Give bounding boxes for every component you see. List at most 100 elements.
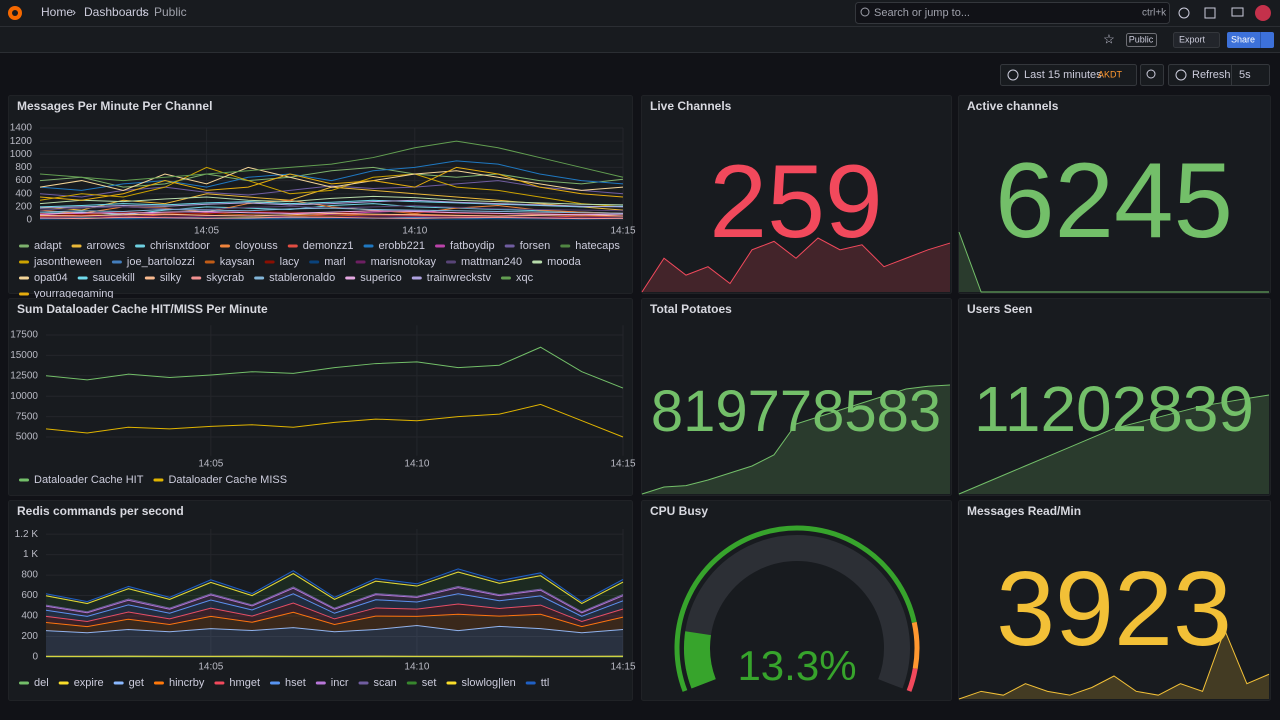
legend-label[interactable]: lacy	[280, 256, 300, 268]
legend-label[interactable]: cloyouss	[235, 240, 278, 252]
legend-label[interactable]: opat04	[34, 272, 68, 284]
refresh-interval[interactable]: 5s	[1239, 69, 1251, 81]
legend-label[interactable]: superico	[360, 272, 402, 284]
legend-label[interactable]: skycrab	[206, 272, 244, 284]
legend-item[interactable]: fatboydip	[435, 240, 495, 252]
legend-label[interactable]: kaysan	[220, 256, 255, 268]
legend-item[interactable]: kaysan	[204, 256, 255, 268]
legend-item[interactable]: del	[19, 677, 49, 689]
legend-item[interactable]: lacy	[264, 256, 300, 268]
legend-item[interactable]: marl	[309, 256, 346, 268]
legend-label[interactable]: marisnotokay	[371, 256, 437, 268]
legend-item[interactable]: skycrab	[191, 272, 244, 284]
legend-label[interactable]: incr	[331, 677, 349, 689]
legend-label[interactable]: hset	[285, 677, 306, 689]
search-placeholder[interactable]: Search or jump to...	[874, 7, 970, 19]
breadcrumb[interactable]: Home	[41, 5, 73, 19]
legend-label[interactable]: joe_bartolozzi	[126, 256, 195, 268]
legend-item[interactable]: superico	[345, 272, 402, 284]
panel-title[interactable]: Users Seen	[967, 302, 1032, 316]
legend-item[interactable]: arrowcs	[71, 240, 126, 252]
legend-label[interactable]: demonzz1	[303, 240, 354, 252]
avatar[interactable]	[1255, 5, 1271, 21]
legend-item[interactable]: xqc	[500, 272, 534, 284]
legend-label[interactable]: xqc	[516, 272, 534, 284]
legend-item[interactable]: ttl	[525, 677, 550, 689]
export-button[interactable]	[1173, 32, 1220, 48]
legend-item[interactable]: cloyouss	[219, 240, 278, 252]
legend-label[interactable]: chrisnxtdoor	[150, 240, 210, 252]
legend-item[interactable]: mooda	[532, 256, 582, 268]
legend-item[interactable]: set	[406, 677, 437, 689]
legend-item[interactable]: silky	[144, 272, 182, 284]
legend-item[interactable]: chrisnxtdoor	[135, 240, 210, 252]
legend-label[interactable]: scan	[374, 677, 397, 689]
legend-item[interactable]: marisnotokay	[355, 256, 437, 268]
legend-label[interactable]: adapt	[34, 240, 62, 252]
legend-label[interactable]: saucekill	[93, 272, 135, 284]
legend-label[interactable]: ttl	[541, 677, 550, 689]
export-label[interactable]: Export	[1179, 34, 1206, 44]
refresh-picker[interactable]	[1168, 64, 1270, 86]
legend-item[interactable]: slowlog|len	[446, 677, 516, 689]
legend-label[interactable]: fatboydip	[450, 240, 495, 252]
legend-label[interactable]: erobb221	[379, 240, 426, 252]
legend-label[interactable]: arrowcs	[87, 240, 126, 252]
legend-label[interactable]: get	[129, 677, 144, 689]
legend-label[interactable]: Dataloader Cache MISS	[168, 474, 287, 486]
share-label[interactable]: Share	[1231, 34, 1255, 44]
breadcrumb[interactable]: Dashboards	[84, 5, 149, 19]
legend-item[interactable]: stableronaldo	[254, 272, 335, 284]
search-box[interactable]	[855, 2, 1170, 24]
kiosk-icon[interactable]	[1231, 7, 1244, 17]
legend-item[interactable]: demonzz1	[287, 240, 354, 252]
legend-item[interactable]: adapt	[19, 240, 62, 252]
star-icon[interactable]: ☆	[1103, 31, 1115, 46]
legend-item[interactable]: get	[113, 677, 144, 689]
legend-item[interactable]: jasontheween	[19, 256, 102, 268]
legend-item[interactable]: opat04	[19, 272, 68, 284]
legend-item[interactable]: erobb221	[363, 240, 426, 252]
legend-item[interactable]: expire	[58, 677, 104, 689]
legend-label[interactable]: expire	[74, 677, 104, 689]
refresh-label[interactable]: Refresh	[1192, 69, 1231, 81]
legend-item[interactable]: hatecaps	[560, 240, 620, 252]
legend-label[interactable]: yourragegaming	[34, 288, 114, 300]
legend-item[interactable]: forsen	[504, 240, 551, 252]
legend-label[interactable]: mooda	[547, 256, 582, 268]
time-picker[interactable]	[1000, 64, 1137, 86]
legend-label[interactable]: stableronaldo	[269, 272, 335, 284]
share-button[interactable]	[1227, 32, 1274, 48]
legend-item[interactable]: trainwreckstv	[411, 272, 492, 284]
legend-label[interactable]: marl	[324, 256, 345, 268]
time-range[interactable]: Last 15 minutes	[1024, 69, 1102, 81]
legend-label[interactable]: jasontheween	[33, 256, 102, 268]
legend-item[interactable]: hincrby	[153, 677, 205, 689]
legend-label[interactable]: mattman240	[461, 256, 522, 268]
legend-label[interactable]: forsen	[520, 240, 551, 252]
legend-item[interactable]: mattman240	[446, 256, 522, 268]
news-icon[interactable]	[1204, 7, 1216, 19]
legend-label[interactable]: slowlog|len	[461, 677, 515, 689]
legend-item[interactable]: saucekill	[77, 272, 135, 284]
legend-item[interactable]: yourragegaming	[19, 288, 114, 300]
panel-title[interactable]: Sum Dataloader Cache HIT/MISS Per Minute	[17, 302, 268, 316]
panel-title[interactable]: Messages Per Minute Per Channel	[17, 99, 212, 113]
legend-item[interactable]: hset	[270, 677, 306, 689]
panel-title[interactable]: Total Potatoes	[650, 302, 732, 316]
help-icon[interactable]	[1178, 7, 1190, 19]
legend-item[interactable]: hmget	[214, 677, 260, 689]
legend-label[interactable]: Dataloader Cache HIT	[34, 474, 144, 486]
legend-item[interactable]: joe_bartolozzi	[111, 256, 195, 268]
panel-title[interactable]: CPU Busy	[650, 504, 708, 518]
panel-title[interactable]: Redis commands per second	[17, 504, 184, 518]
legend-label[interactable]: hatecaps	[575, 240, 620, 252]
legend-label[interactable]: hmget	[229, 677, 260, 689]
legend-item[interactable]: scan	[358, 677, 397, 689]
legend-item[interactable]: incr	[315, 677, 349, 689]
panel-title[interactable]: Live Channels	[650, 99, 732, 113]
legend-label[interactable]: del	[34, 677, 49, 689]
legend-label[interactable]: hincrby	[169, 677, 205, 689]
zoom-out-button[interactable]	[1140, 64, 1164, 86]
legend-label[interactable]: set	[422, 677, 437, 689]
